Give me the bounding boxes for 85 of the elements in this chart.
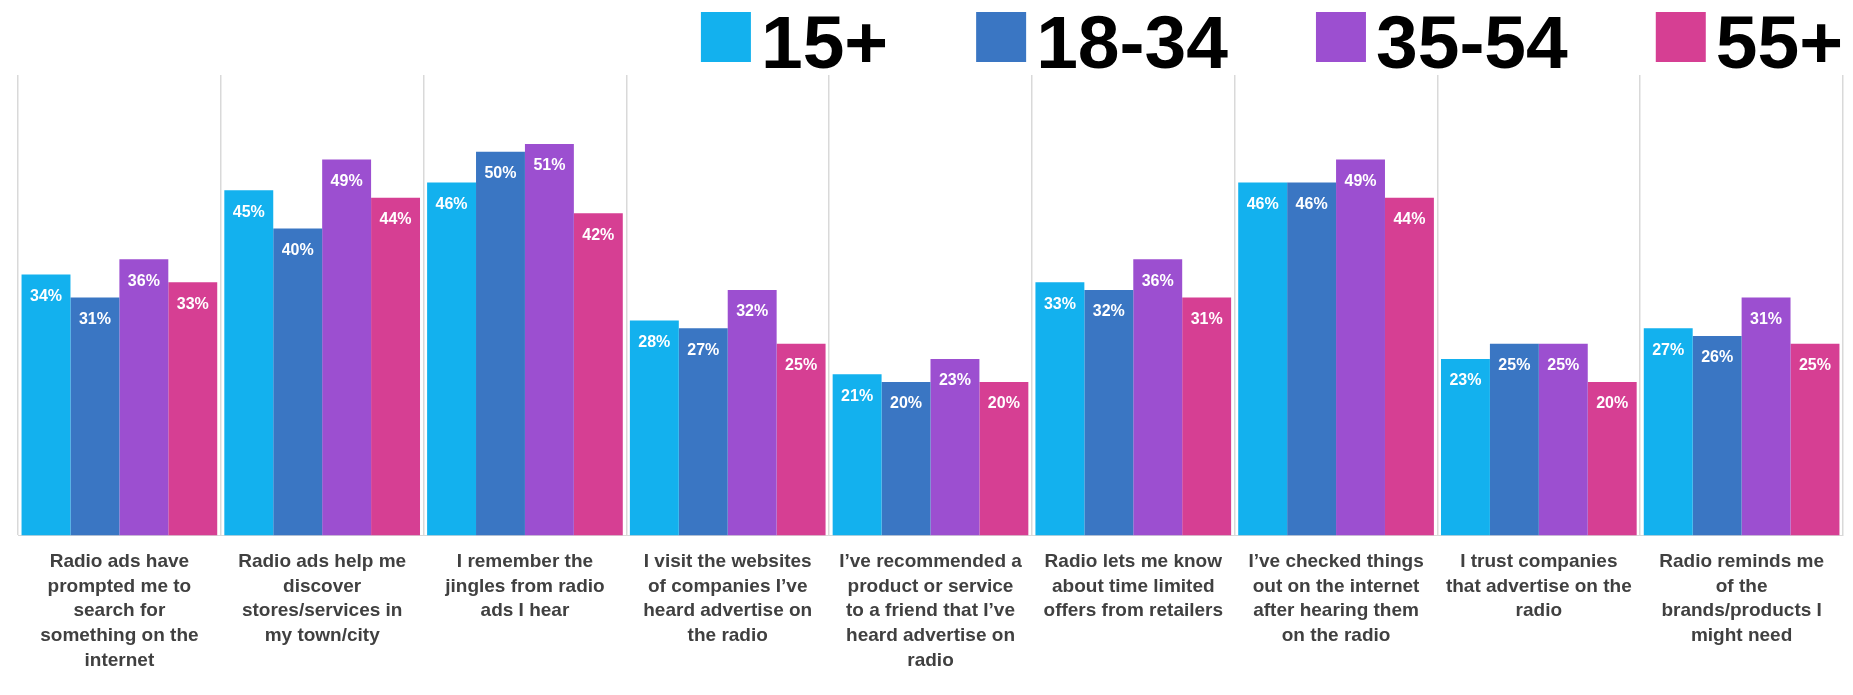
data-label: 31%	[1750, 309, 1783, 327]
bar	[832, 374, 882, 536]
data-label: 33%	[176, 294, 209, 312]
legend-label: 18-34	[1036, 0, 1229, 84]
bar	[1287, 182, 1337, 536]
data-label: 42%	[582, 225, 615, 243]
bar	[524, 144, 574, 536]
bar	[1538, 343, 1588, 536]
bar	[881, 382, 931, 536]
bar	[1238, 182, 1288, 536]
bar	[476, 151, 525, 536]
data-label: 49%	[1344, 171, 1377, 189]
bar	[119, 259, 169, 536]
bar	[1084, 289, 1134, 536]
x-tick-label: I trust companies that advertise on the radio	[1445, 550, 1632, 621]
data-label: 45%	[232, 202, 265, 220]
data-label: 20%	[987, 394, 1020, 412]
bar	[70, 297, 120, 536]
data-label: 21%	[841, 386, 874, 404]
data-label: 20%	[1596, 394, 1629, 412]
data-label: 36%	[127, 271, 160, 289]
bar	[371, 197, 421, 536]
data-label: 31%	[78, 309, 111, 327]
data-label: 25%	[1547, 356, 1580, 374]
bar	[629, 320, 679, 536]
bar	[678, 328, 728, 536]
x-tick-label: Radio ads help me discover stores/services in my town/city	[238, 550, 407, 646]
legend-label: 35-54	[1375, 0, 1569, 84]
bar	[727, 289, 777, 536]
data-label: 25%	[785, 356, 818, 374]
data-label: 32%	[1092, 302, 1125, 320]
bar	[776, 343, 826, 536]
bar	[273, 228, 323, 536]
data-label: 31%	[1190, 309, 1223, 327]
data-label: 27%	[687, 340, 720, 358]
data-label: 50%	[484, 164, 517, 182]
x-tick-label: I’ve recommended a product or service to a friend that I’ve heard advertise on radio	[839, 550, 1023, 670]
bar	[224, 190, 274, 536]
data-label: 51%	[533, 156, 566, 174]
bar	[322, 159, 372, 536]
data-label: 49%	[330, 171, 363, 189]
bar	[1643, 328, 1693, 536]
bar	[1741, 297, 1791, 536]
bar	[930, 358, 980, 536]
legend-label: 15+	[760, 0, 889, 84]
data-label: 33%	[1043, 294, 1076, 312]
x-tick-label: I remember the jingles from radio ads I hear	[444, 550, 605, 621]
data-label: 34%	[29, 286, 63, 304]
bar	[21, 274, 71, 536]
data-label: 26%	[1701, 348, 1734, 366]
data-label: 46%	[1295, 194, 1328, 212]
bar	[1384, 197, 1434, 536]
legend-label: 55+	[1715, 0, 1844, 84]
x-tick-label: Radio reminds me of the brands/products I might need	[1659, 550, 1824, 646]
bar	[1035, 282, 1085, 536]
data-label: 32%	[736, 302, 769, 320]
x-tick-label: I’ve checked things out on the internet after hearing them on the radio	[1248, 550, 1424, 646]
x-tick-label: Radio ads have prompted me to search for something on the internet	[40, 550, 199, 670]
data-label: 44%	[379, 210, 412, 228]
bar	[1790, 343, 1840, 536]
x-tick-label: I visit the websites of companies I’ve heard advertise on the radio	[643, 550, 813, 646]
data-label: 28%	[638, 333, 671, 351]
data-label: 20%	[890, 394, 923, 412]
bar	[1692, 335, 1742, 536]
data-label: 46%	[435, 194, 468, 212]
bar	[427, 182, 477, 536]
bar	[1440, 358, 1490, 536]
bar	[979, 382, 1029, 536]
data-label: 25%	[1798, 356, 1832, 374]
bar	[573, 213, 623, 536]
data-label: 25%	[1498, 356, 1531, 374]
bar	[1133, 259, 1183, 536]
bar	[1336, 159, 1385, 536]
data-label: 40%	[281, 240, 314, 258]
x-tick-label: Radio lets me know about time limited offers from retailers	[1043, 550, 1224, 621]
data-label: 27%	[1652, 340, 1685, 358]
data-label: 36%	[1141, 271, 1174, 289]
bar	[1587, 382, 1637, 536]
data-label: 23%	[1449, 371, 1482, 389]
data-label: 23%	[938, 371, 971, 389]
data-label: 46%	[1246, 194, 1279, 212]
bar	[168, 282, 218, 536]
bar	[1489, 343, 1539, 536]
bar	[1182, 297, 1232, 536]
data-label: 44%	[1393, 210, 1426, 228]
